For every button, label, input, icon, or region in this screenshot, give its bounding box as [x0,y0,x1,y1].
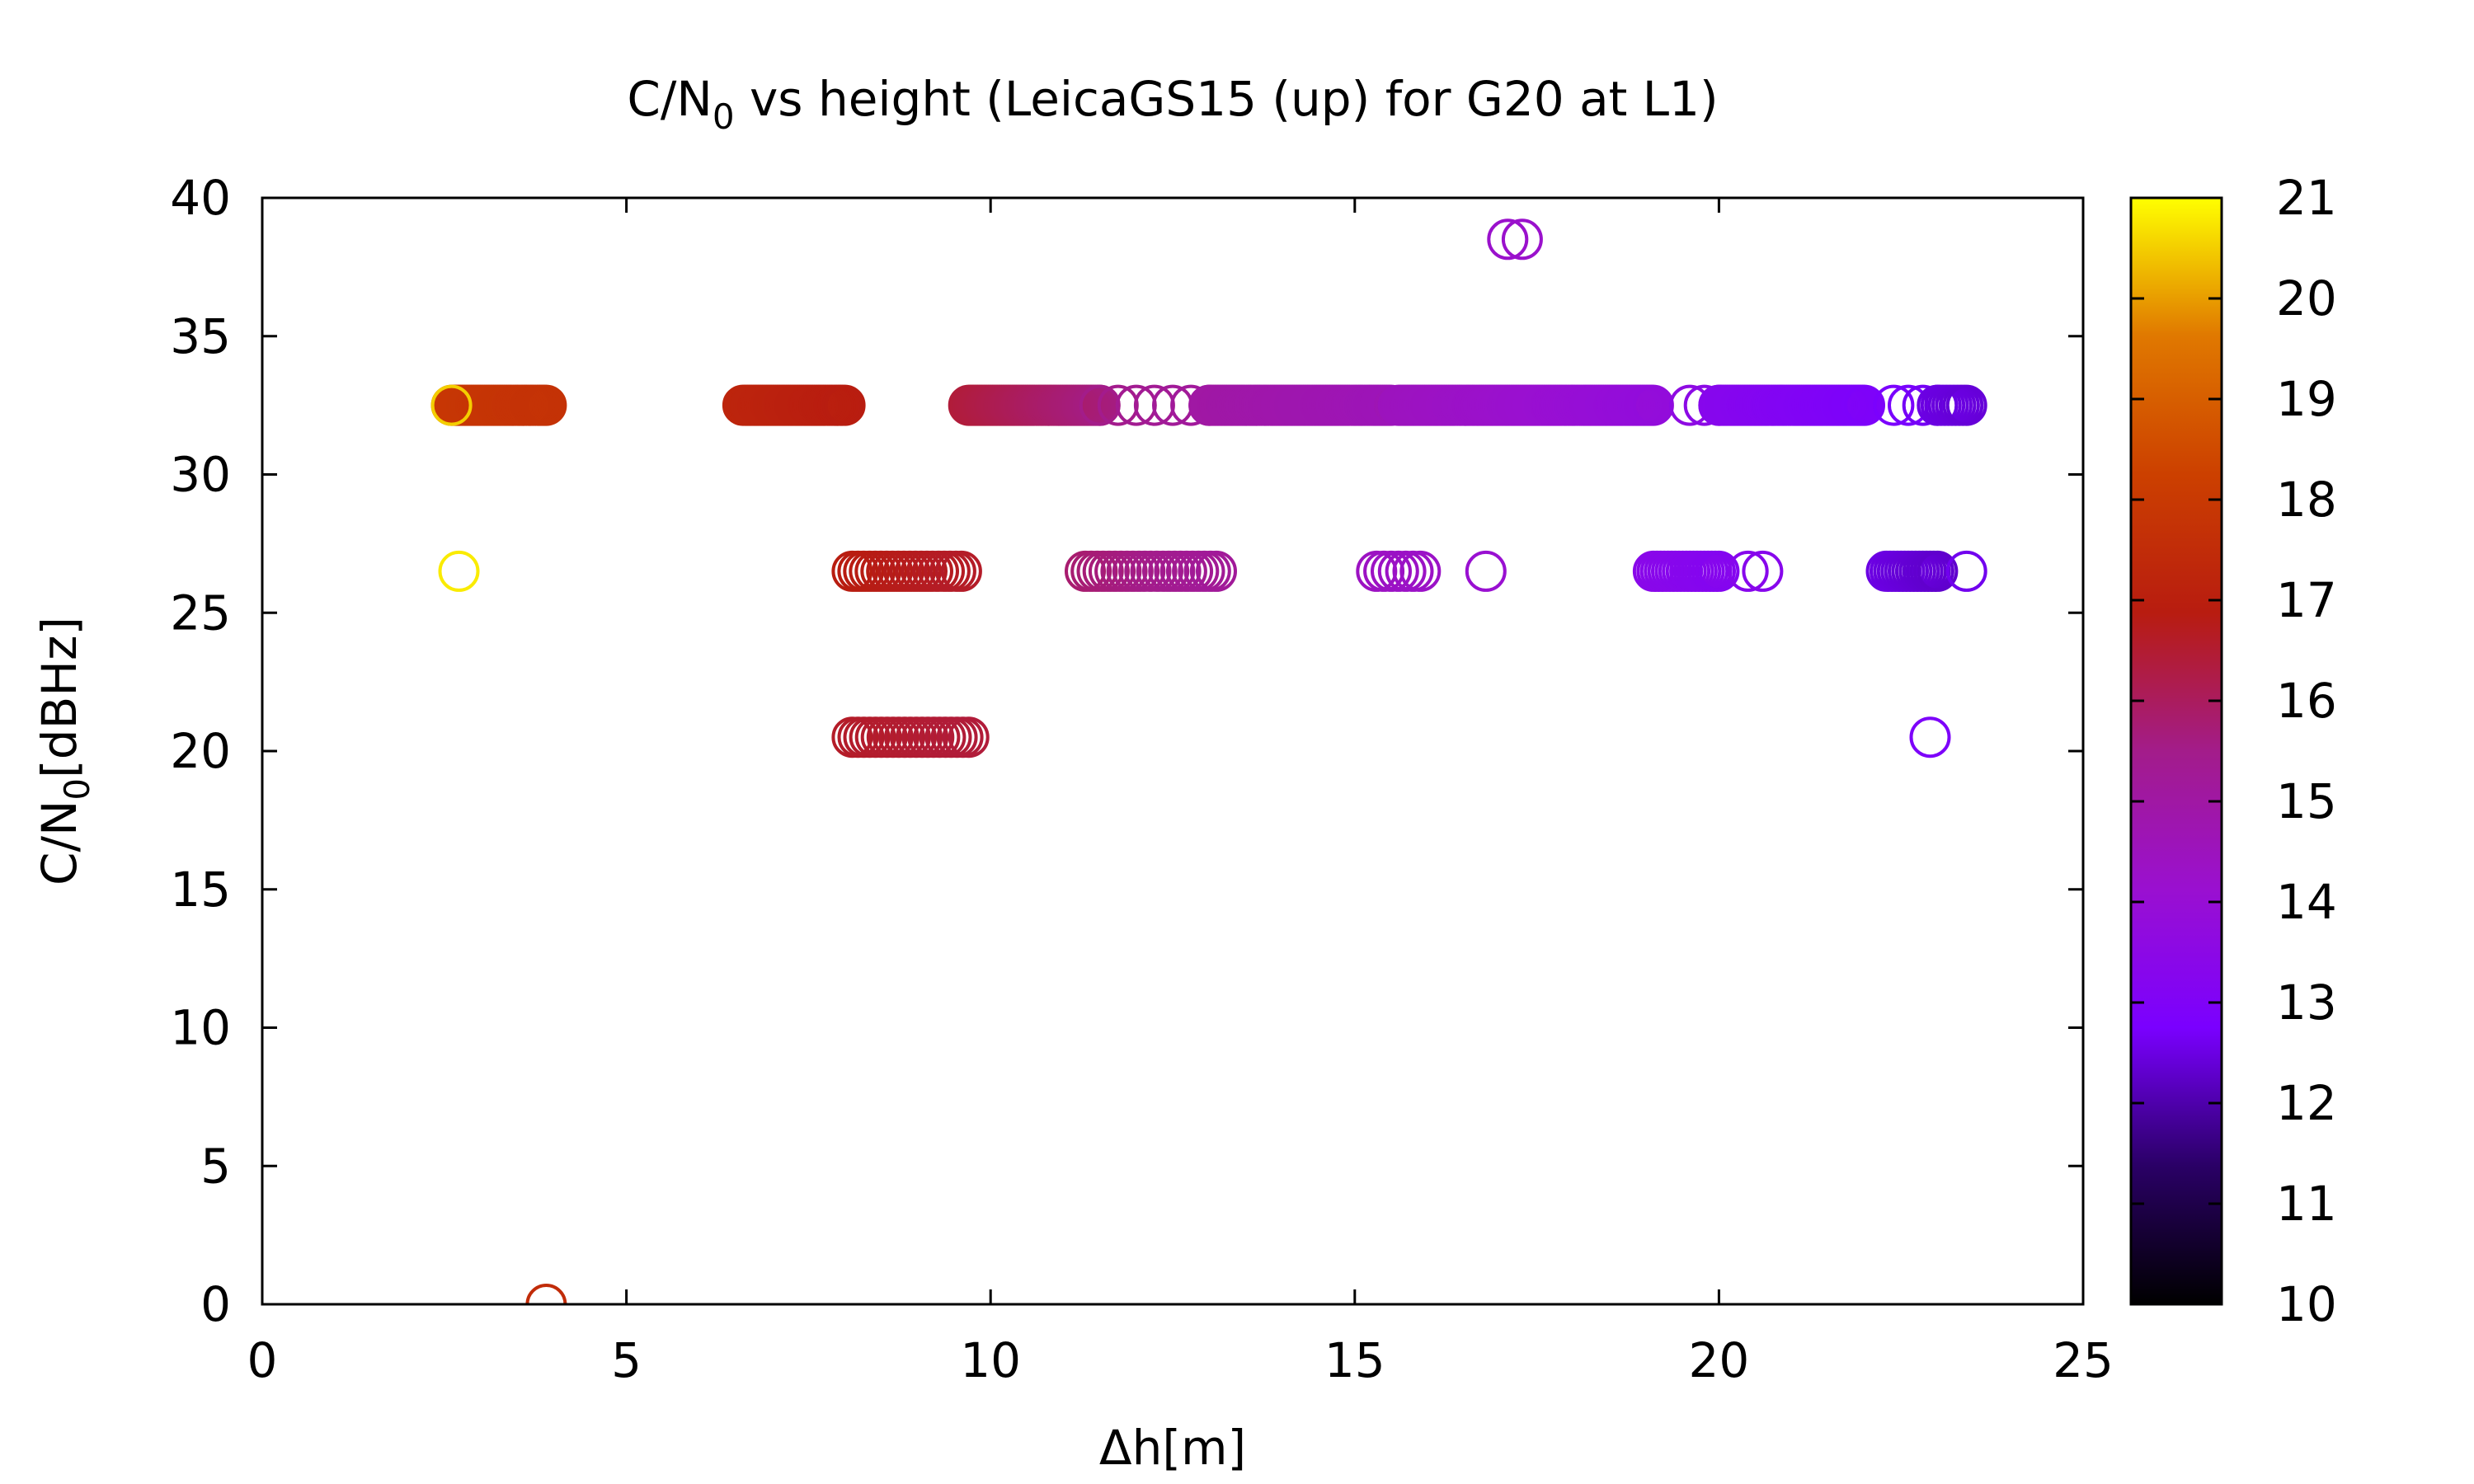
data-point [1945,384,1987,426]
colorbar-tick-label: 20 [2276,270,2337,326]
data-point [824,384,866,426]
x-tick-label: 20 [1688,1332,1749,1388]
colorbar-tick-label: 18 [2276,472,2337,528]
y-tick-label: 40 [170,170,231,226]
y-tick-label: 15 [170,862,231,918]
data-point [1487,218,1529,261]
colorbar-tick-label: 21 [2276,170,2337,226]
data-point [1196,550,1237,592]
chart-title: C/N0 vs height (LeicaGS15 (up) for G20 a… [627,71,1718,137]
colorbar-tick-label: 13 [2276,974,2337,1031]
data-point [525,384,567,426]
data-point [1917,550,1959,592]
colorbar [2129,196,2223,1306]
data-point [948,716,990,758]
colorbar-tick-label: 10 [2276,1276,2337,1332]
y-tick-label: 35 [170,308,231,364]
colorbar-tick-label: 19 [2276,371,2337,427]
data-point [1844,384,1885,426]
x-ticks: 0 5 10 15 20 25 [247,198,2114,1388]
data-point [940,550,982,592]
data-point [1742,550,1784,592]
data-point [430,384,473,426]
x-tick-label: 5 [611,1332,642,1388]
data-point [1698,550,1740,592]
x-axis-label: Δh[m] [1099,1420,1246,1476]
y-axis-label: C/N0[dBHz] [31,617,97,885]
data-point [1909,716,1951,758]
data-point [1727,550,1769,592]
colorbar-tick-label: 17 [2276,572,2337,628]
data-point [1873,384,1915,426]
marker-layer [430,218,1987,1304]
colorbar-tick-label: 15 [2276,773,2337,829]
colorbar-ticks: 10 11 12 13 14 15 16 17 18 19 20 21 [2131,170,2337,1332]
colorbar-tick-label: 14 [2276,874,2337,930]
data-point [438,550,480,592]
x-tick-label: 10 [960,1332,1021,1388]
y-tick-label: 30 [170,447,231,503]
y-tick-label: 25 [170,585,231,641]
y-ticks: 0 5 10 15 20 25 30 35 40 [170,170,2083,1332]
data-point [1399,550,1442,592]
colorbar-tick-label: 16 [2276,673,2337,729]
y-tick-label: 0 [200,1276,231,1332]
data-point [525,1284,567,1304]
x-tick-label: 25 [2053,1332,2114,1388]
y-tick-label: 5 [200,1138,231,1194]
colorbar-tick-label: 12 [2276,1075,2337,1131]
y-tick-label: 20 [170,723,231,779]
y-tick-label: 10 [170,1000,231,1056]
data-point [1465,550,1507,592]
data-point [1945,550,1987,592]
plot-frame [261,196,2085,1306]
x-tick-label: 15 [1324,1332,1385,1388]
data-point [1501,218,1543,261]
x-tick-label: 0 [247,1332,278,1388]
colorbar-tick-label: 11 [2276,1176,2337,1232]
